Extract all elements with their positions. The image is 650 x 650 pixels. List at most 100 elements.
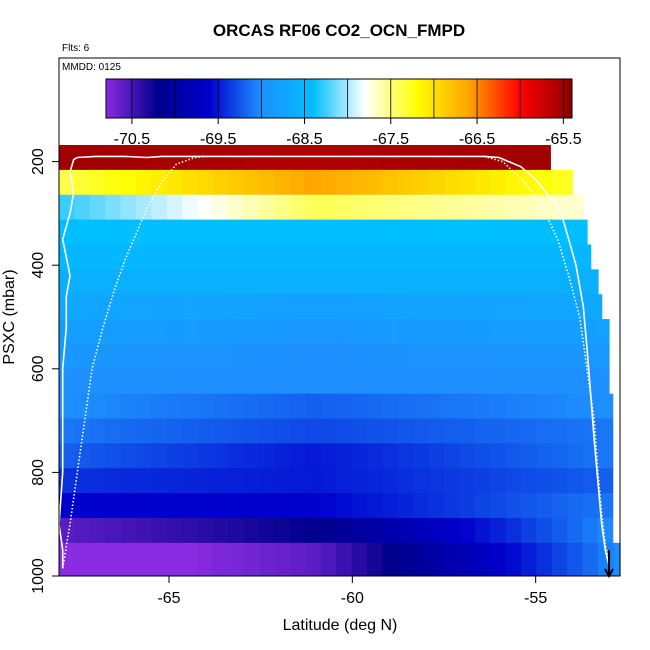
heatmap-cell xyxy=(444,393,460,420)
heatmap-cell xyxy=(551,493,568,519)
heatmap-cell xyxy=(367,468,383,494)
heatmap-cell xyxy=(490,418,507,444)
heatmap-cell xyxy=(89,219,106,245)
heatmap-cell xyxy=(582,219,588,245)
heatmap-cell xyxy=(521,294,537,320)
heatmap-cell xyxy=(397,542,414,577)
heatmap-cell xyxy=(351,418,368,444)
heatmap-cell xyxy=(59,269,75,295)
x-tick-label: -65 xyxy=(157,590,180,607)
heatmap-cell xyxy=(536,493,553,519)
heatmap-cell xyxy=(166,343,183,370)
heatmap-cell xyxy=(397,468,414,494)
heatmap-cell xyxy=(413,194,430,221)
heatmap-cell xyxy=(567,244,584,270)
heatmap-cell xyxy=(397,145,414,171)
heatmap-cell xyxy=(490,468,507,494)
heatmap-cell xyxy=(367,169,383,196)
heatmap-cell xyxy=(320,493,337,519)
heatmap-cell xyxy=(228,145,245,171)
heatmap-cell xyxy=(551,468,568,494)
heatmap-cell xyxy=(459,443,476,469)
heatmap-cell xyxy=(505,269,522,295)
heatmap-cell xyxy=(151,443,168,469)
heatmap-cell xyxy=(290,517,306,544)
heatmap-cell xyxy=(459,169,476,196)
heatmap-cell xyxy=(582,517,599,544)
heatmap-cell xyxy=(197,219,214,245)
heatmap-cell xyxy=(59,194,75,221)
heatmap-cell xyxy=(459,319,476,345)
heatmap-cell xyxy=(182,145,199,171)
heatmap-cell xyxy=(274,219,291,245)
heatmap-cell xyxy=(397,294,414,320)
heatmap-cell xyxy=(567,443,584,469)
heatmap-cell xyxy=(567,343,584,370)
heatmap-cell xyxy=(444,542,460,577)
heatmap-cell xyxy=(397,194,414,221)
heatmap-cell xyxy=(259,443,276,469)
heatmap-cell xyxy=(551,393,568,420)
heatmap-cell xyxy=(598,319,610,345)
heatmap-cell xyxy=(305,443,322,469)
heatmap-cell xyxy=(197,294,214,320)
heatmap-cell xyxy=(274,244,291,270)
heatmap-cell xyxy=(213,194,229,221)
heatmap-cell xyxy=(474,368,491,395)
heatmap-cell xyxy=(367,269,383,295)
heatmap-cell xyxy=(120,219,137,245)
heatmap-cell xyxy=(567,468,584,494)
heatmap-cell xyxy=(413,294,430,320)
heatmap-cell xyxy=(505,219,522,245)
heatmap-cell xyxy=(397,517,414,544)
heatmap-cell xyxy=(136,393,152,420)
heatmap-cell xyxy=(274,145,291,171)
heatmap-cell xyxy=(382,244,399,270)
heatmap-cell xyxy=(505,517,522,544)
heatmap-cell xyxy=(521,169,537,196)
colorbar-tick-label: -67.5 xyxy=(373,131,410,148)
heatmap-cell xyxy=(166,169,183,196)
heatmap-cell xyxy=(397,169,414,196)
heatmap-cell xyxy=(89,418,106,444)
heatmap-cell xyxy=(459,269,476,295)
heatmap-cell xyxy=(213,443,229,469)
heatmap-cell xyxy=(551,517,568,544)
heatmap-cell xyxy=(382,368,399,395)
heatmap-cell xyxy=(136,468,152,494)
heatmap-cell xyxy=(413,244,430,270)
heatmap-cell xyxy=(305,542,322,577)
heatmap-cell xyxy=(259,244,276,270)
heatmap-cell xyxy=(182,517,199,544)
heatmap-cell xyxy=(74,319,91,345)
heatmap-cell xyxy=(459,244,476,270)
heatmap-cell xyxy=(136,368,152,395)
heatmap-cell xyxy=(136,493,152,519)
heatmap-cell xyxy=(243,493,260,519)
heatmap-cell xyxy=(151,319,168,345)
heatmap-cell xyxy=(536,145,551,171)
heatmap-cell xyxy=(536,443,553,469)
heatmap-cell xyxy=(274,393,291,420)
heatmap-cell xyxy=(428,443,445,469)
heatmap-cell xyxy=(228,493,245,519)
heatmap-cell xyxy=(444,319,460,345)
heatmap-cell xyxy=(243,542,260,577)
heatmap-cell xyxy=(228,269,245,295)
heatmap-cell xyxy=(505,443,522,469)
heatmap-cell xyxy=(305,319,322,345)
heatmap-cell xyxy=(351,294,368,320)
colorbar-tick-label: -66.5 xyxy=(459,131,496,148)
heatmap-cells xyxy=(59,145,621,577)
heatmap-cell xyxy=(166,393,183,420)
heatmap-cell xyxy=(136,517,152,544)
heatmap-cell xyxy=(305,393,322,420)
heatmap-cell xyxy=(336,294,353,320)
heatmap-cell xyxy=(197,169,214,196)
heatmap-cell xyxy=(89,294,106,320)
heatmap-cell xyxy=(505,244,522,270)
heatmap-cell xyxy=(74,468,91,494)
heatmap-cell xyxy=(367,368,383,395)
descent-track-left xyxy=(61,155,206,569)
heatmap-cell xyxy=(182,319,199,345)
